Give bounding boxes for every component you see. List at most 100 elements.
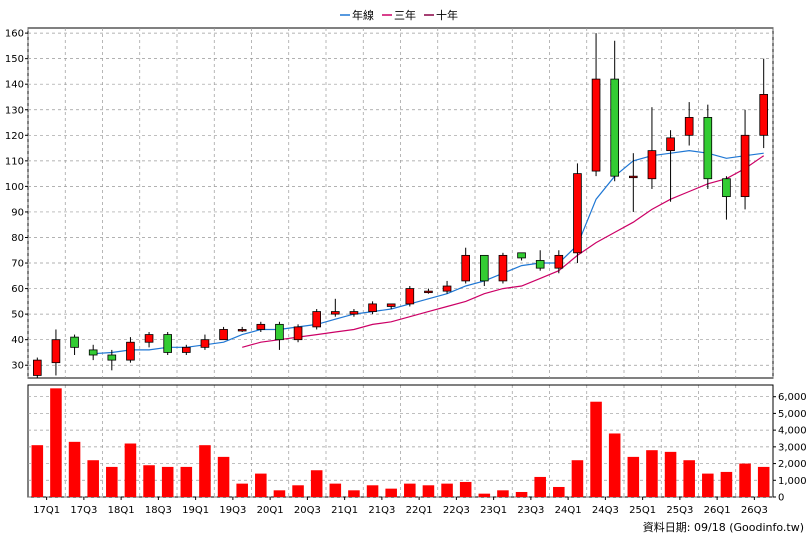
data-date-label: 資料日期: 09/18 (Goodinfo.tw) bbox=[643, 520, 804, 534]
candle-body bbox=[740, 134, 750, 198]
volume-bar bbox=[255, 473, 267, 497]
candle-body bbox=[498, 254, 508, 282]
candle-body bbox=[33, 359, 42, 376]
candle-body bbox=[461, 254, 470, 282]
volume-bar bbox=[236, 483, 248, 497]
volume-bar bbox=[757, 466, 770, 497]
x-tick-label: 21Q3 bbox=[368, 505, 395, 516]
series-line-3y bbox=[242, 155, 765, 348]
volume-tick-label: 4,000 bbox=[778, 426, 807, 437]
volume-bar bbox=[683, 460, 695, 497]
volume-bar bbox=[702, 473, 714, 497]
price-tick-label: 60 bbox=[11, 284, 24, 295]
legend: 年線 三年 十年 bbox=[340, 8, 458, 22]
volume-bar bbox=[385, 488, 397, 497]
volume-tick-label: 3,000 bbox=[778, 442, 807, 453]
candle-body bbox=[480, 254, 489, 282]
volume-bar bbox=[348, 490, 360, 497]
candle-body bbox=[666, 137, 675, 152]
candle-body bbox=[573, 173, 582, 254]
candle-body bbox=[424, 290, 433, 294]
candle-body bbox=[368, 303, 377, 312]
candle-body bbox=[386, 303, 396, 307]
volume-bar bbox=[441, 483, 453, 497]
volume-bar bbox=[87, 460, 99, 497]
volume-bar bbox=[161, 466, 174, 497]
x-tick-label: 19Q3 bbox=[219, 505, 246, 516]
volume-bar bbox=[478, 493, 491, 497]
candle-body bbox=[442, 285, 452, 292]
volume-tick-label: 0 bbox=[778, 493, 784, 504]
volume-tick-label: 1,000 bbox=[778, 476, 807, 487]
candle-body bbox=[517, 252, 526, 259]
x-tick-label: 23Q3 bbox=[517, 505, 544, 516]
volume-bar bbox=[124, 443, 137, 497]
volume-bar bbox=[31, 445, 44, 497]
x-tick-label: 20Q3 bbox=[294, 505, 321, 516]
candle-body bbox=[144, 334, 154, 343]
candle-body bbox=[331, 311, 340, 315]
candle-body bbox=[722, 178, 731, 198]
price-tick-label: 130 bbox=[5, 105, 24, 116]
x-tick-label: 17Q3 bbox=[70, 505, 97, 516]
candle-body bbox=[163, 334, 172, 353]
candle-body bbox=[629, 175, 638, 179]
x-tick-label: 22Q1 bbox=[406, 505, 433, 516]
volume-bar bbox=[404, 483, 416, 497]
volume-bar bbox=[329, 483, 342, 497]
volume-panel: 0 1,000 2,000 3,000 4,000 5,000 6,000 bbox=[27, 384, 807, 504]
x-tick-label: 19Q1 bbox=[182, 505, 209, 516]
volume-bar bbox=[739, 463, 751, 497]
volume-bar bbox=[217, 456, 230, 497]
volume-bar bbox=[273, 490, 286, 497]
x-tick-label: 24Q1 bbox=[555, 505, 582, 516]
price-tick-label: 120 bbox=[5, 131, 24, 142]
volume-tick-label: 6,000 bbox=[778, 392, 807, 403]
x-tick-label: 21Q1 bbox=[331, 505, 358, 516]
candle-body bbox=[610, 78, 619, 177]
candle-body bbox=[256, 323, 266, 330]
volume-bar bbox=[459, 481, 472, 497]
volume-bar bbox=[292, 485, 304, 497]
candle-body bbox=[647, 150, 657, 180]
candle-body bbox=[703, 117, 713, 180]
candle-body bbox=[200, 339, 210, 348]
legend-label-1: 三年 bbox=[394, 8, 416, 22]
x-tick-label: 26Q1 bbox=[704, 505, 731, 516]
volume-bar bbox=[720, 471, 733, 497]
volume-bar bbox=[366, 485, 379, 497]
candle-body bbox=[51, 339, 61, 364]
candle-body bbox=[554, 254, 564, 269]
volume-bar bbox=[534, 476, 546, 497]
price-tick-label: 80 bbox=[11, 233, 24, 244]
x-tick-label: 23Q1 bbox=[480, 505, 507, 516]
price-tick-label: 50 bbox=[11, 310, 24, 321]
volume-bar bbox=[180, 466, 193, 497]
price-panel: 30 40 50 60 70 80 90 100 110 120 130 140 150 160 bbox=[5, 27, 774, 379]
volume-bar bbox=[422, 485, 435, 497]
price-tick-label: 70 bbox=[11, 259, 24, 270]
legend-label-0: 年線 bbox=[352, 8, 374, 22]
candle-body bbox=[126, 341, 135, 361]
candle-body bbox=[684, 117, 694, 136]
price-tick-label: 90 bbox=[11, 207, 24, 218]
volume-bar bbox=[199, 445, 211, 497]
price-tick-label: 150 bbox=[5, 54, 24, 65]
candle-body bbox=[88, 349, 98, 356]
volume-bar bbox=[310, 470, 323, 497]
x-tick-label: 26Q3 bbox=[741, 505, 768, 516]
volume-bar bbox=[50, 388, 62, 497]
candle-body bbox=[293, 326, 303, 341]
candle-body bbox=[312, 311, 321, 328]
price-tick-label: 160 bbox=[5, 29, 24, 40]
volume-bar bbox=[646, 450, 658, 497]
volume-bar bbox=[590, 401, 602, 497]
x-tick-label: 20Q1 bbox=[257, 505, 284, 516]
candle-body bbox=[405, 288, 415, 305]
volume-tick-label: 5,000 bbox=[778, 409, 807, 420]
volume-bar bbox=[608, 433, 621, 497]
volume-bar bbox=[68, 441, 81, 497]
volume-tick-label: 2,000 bbox=[778, 459, 807, 470]
volume-bar bbox=[553, 486, 565, 497]
